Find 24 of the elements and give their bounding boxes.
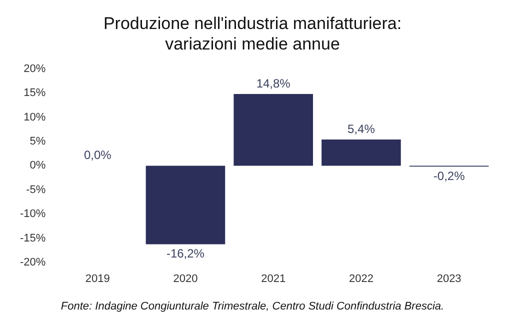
y-tick-label: -15%: [20, 232, 46, 244]
bar: [146, 166, 226, 244]
x-tick-label: 2020: [173, 273, 198, 286]
bar: [234, 94, 313, 166]
data-label: 14,8%: [256, 76, 291, 90]
x-tick-label: 2021: [261, 273, 286, 286]
data-label: 0,0%: [84, 148, 112, 162]
y-tick-label: -5%: [26, 184, 46, 196]
source-note: Fonte: Indagine Congiunturale Trimestrale, Centro Studi Confindustria Brescia.: [60, 300, 444, 312]
x-tick-label: 2022: [348, 273, 374, 286]
data-label: -0,2%: [433, 168, 466, 183]
x-tick-label: 2019: [85, 273, 110, 286]
bar: [322, 140, 401, 166]
chart-title: Produzione nell'industria manifatturiera: variazioni medie annue: [103, 14, 402, 54]
y-tick-label: 0%: [30, 160, 46, 172]
data-label: 5,4%: [348, 122, 376, 136]
y-tick-label: 5%: [30, 136, 46, 148]
data-label: -16,2%: [166, 246, 205, 260]
y-tick-label: -10%: [20, 208, 46, 220]
y-tick-label: -20%: [20, 256, 46, 269]
y-tick-label: 10%: [24, 111, 46, 124]
y-tick-label: 15%: [24, 87, 46, 100]
y-tick-label: 20%: [24, 62, 46, 75]
x-tick-label: 2023: [436, 273, 462, 286]
